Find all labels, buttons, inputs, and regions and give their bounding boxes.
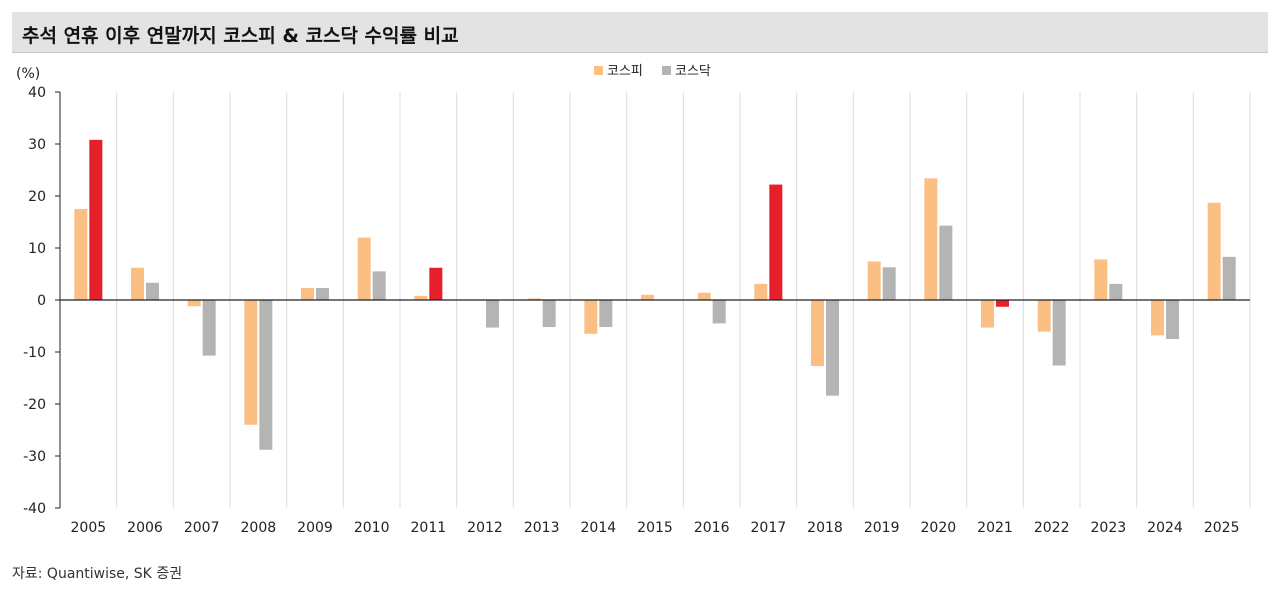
x-tick-label: 2024 (1147, 520, 1183, 536)
kospi-bar-2019 (867, 261, 881, 300)
kosdaq-bar-2009 (316, 288, 329, 300)
x-tick-label: 2014 (581, 520, 617, 536)
kospi-bar-2013 (527, 298, 541, 300)
y-tick-label: 20 (28, 189, 46, 205)
kosdaq-bar-2010 (372, 271, 386, 300)
source-note: 자료: Quantiwise, SK 증권 (12, 566, 183, 582)
kosdaq-bar-2007 (202, 300, 216, 356)
kospi-bar-2014 (584, 300, 598, 334)
x-tick-label: 2010 (354, 520, 390, 536)
kosdaq-bar-2025 (1222, 256, 1236, 300)
kospi-bar-2010 (357, 237, 371, 300)
legend-label-kosdaq: 코스닥 (675, 64, 711, 79)
kosdaq-bar-2005 (89, 139, 103, 300)
x-tick-label: 2023 (1091, 520, 1127, 536)
kosdaq-bar-2019 (882, 267, 896, 300)
kospi-bar-2017 (754, 283, 768, 300)
kospi-bar-2006 (131, 267, 144, 300)
y-tick-label: -20 (23, 397, 46, 413)
y-tick-label: 0 (37, 293, 46, 309)
x-tick-label: 2007 (184, 520, 220, 536)
kospi-bar-2009 (301, 288, 314, 300)
x-tick-label: 2016 (694, 520, 730, 536)
y-tick-label: 30 (28, 137, 46, 153)
x-tick-label: 2011 (411, 520, 447, 536)
kosdaq-bar-2008 (259, 300, 273, 450)
y-tick-label: -40 (23, 501, 46, 517)
kosdaq-bar-2016 (712, 300, 726, 324)
x-tick-label: 2008 (241, 520, 277, 536)
x-tick-label: 2012 (467, 520, 503, 536)
y-tick-label: -10 (23, 345, 46, 361)
kospi-bar-2020 (924, 178, 938, 300)
y-unit-label: (%) (16, 66, 40, 82)
x-tick-label: 2013 (524, 520, 560, 536)
title-bar: 추석 연휴 이후 연말까지 코스피 & 코스닥 수익률 비교 (12, 12, 1268, 53)
kospi-bar-2023 (1094, 259, 1108, 300)
kospi-bar-2021 (981, 300, 994, 328)
kospi-bar-2011 (414, 295, 428, 300)
kosdaq-bar-2022 (1052, 300, 1066, 366)
kosdaq-bar-2018 (826, 300, 839, 396)
chart-title: 추석 연휴 이후 연말까지 코스피 & 코스닥 수익률 비교 (22, 25, 459, 47)
kosdaq-bar-2006 (146, 282, 159, 300)
x-tick-label: 2009 (297, 520, 333, 536)
x-tick-label: 2015 (637, 520, 673, 536)
kosdaq-bar-2017 (769, 184, 783, 300)
legend-swatch-kospi (594, 66, 603, 75)
y-tick-label: 40 (28, 85, 46, 101)
x-tick-label: 2006 (127, 520, 163, 536)
kospi-bar-2025 (1207, 202, 1221, 300)
kospi-bar-2008 (244, 300, 258, 425)
x-tick-label: 2017 (751, 520, 787, 536)
kospi-bar-2016 (697, 292, 711, 300)
x-tick-label: 2005 (71, 520, 107, 536)
x-tick-label: 2022 (1034, 520, 1070, 536)
kosdaq-bar-2023 (1109, 283, 1123, 300)
x-tick-label: 2018 (807, 520, 843, 536)
kosdaq-bar-2011 (429, 267, 443, 300)
x-tick-label: 2019 (864, 520, 900, 536)
kospi-bar-2022 (1037, 300, 1051, 332)
y-tick-label: -30 (23, 449, 46, 465)
kospi-bar-2024 (1151, 300, 1164, 336)
legend-swatch-kosdaq (662, 66, 671, 75)
y-tick-label: 10 (28, 241, 46, 257)
kospi-bar-2005 (74, 209, 88, 300)
x-tick-label: 2020 (921, 520, 957, 536)
kospi-bar-2007 (187, 300, 201, 307)
kospi-bar-2015 (641, 294, 654, 300)
x-tick-label: 2021 (977, 520, 1013, 536)
kosdaq-bar-2013 (542, 300, 556, 328)
kosdaq-bar-2020 (939, 225, 953, 300)
kosdaq-bar-2024 (1166, 300, 1179, 339)
kospi-bar-2018 (811, 300, 824, 367)
kosdaq-bar-2021 (996, 300, 1009, 307)
kosdaq-bar-2014 (599, 300, 613, 328)
kosdaq-bar-2012 (486, 300, 499, 328)
x-tick-label: 2025 (1204, 520, 1240, 536)
legend-label-kospi: 코스피 (607, 64, 643, 79)
